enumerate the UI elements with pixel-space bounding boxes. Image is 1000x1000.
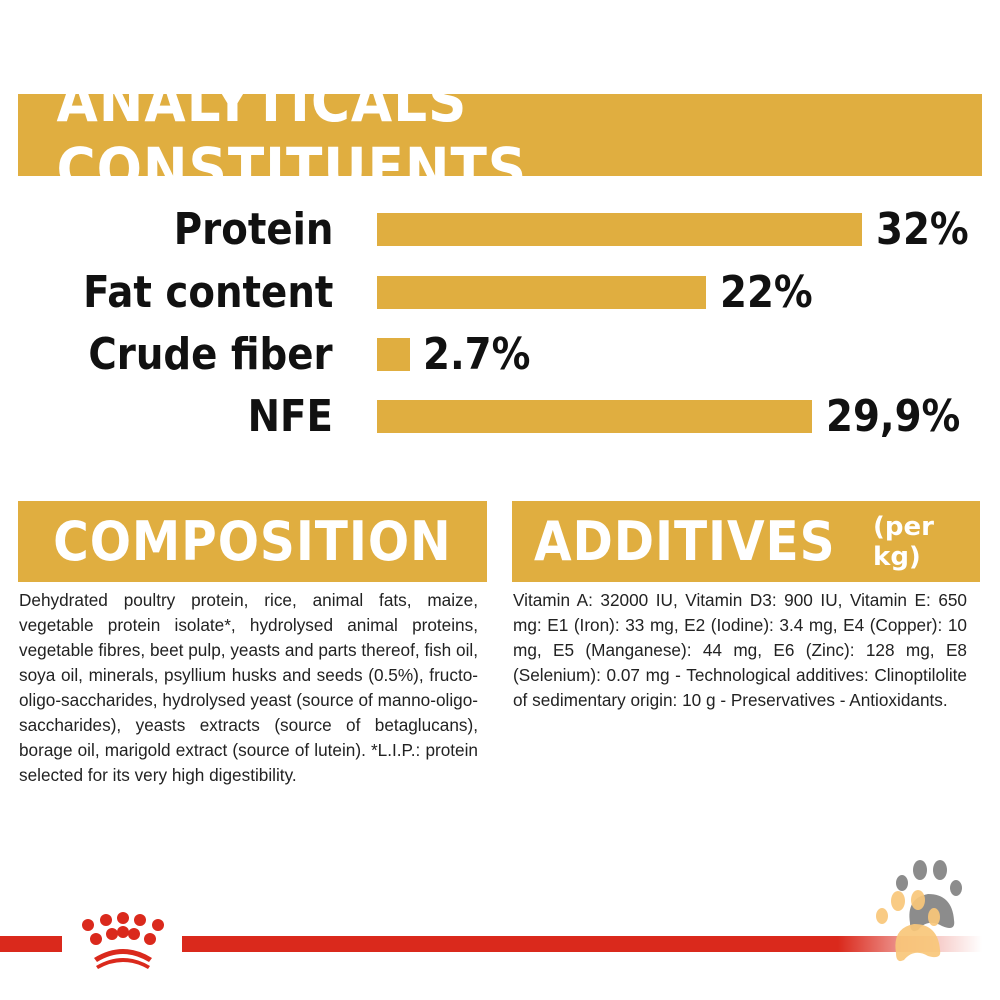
bar-crude-fiber	[377, 338, 410, 371]
bar-label: NFE	[247, 391, 333, 442]
bar-fat-content	[377, 276, 706, 309]
analytical-constituents-header: ANALYTICALS CONSTITUENTS	[18, 67, 982, 203]
bar-value: 2.7%	[423, 329, 531, 380]
additives-title: ADDITIVES	[534, 510, 836, 573]
footer-red-line-left	[0, 936, 62, 952]
composition-title: COMPOSITION	[53, 510, 452, 573]
paw-prints-icon	[876, 860, 962, 962]
additives-unit: (per kg)	[873, 511, 934, 572]
crown-icon	[82, 912, 164, 969]
chart-row-crude-fiber: Crude fiber 2.7%	[0, 324, 1000, 386]
composition-text: Dehydrated poultry protein, rice, animal…	[19, 590, 478, 785]
bar-protein	[377, 213, 862, 246]
bar-value: 29,9%	[826, 391, 961, 442]
bar-nfe	[377, 400, 812, 433]
additives-header: ADDITIVES (per kg)	[512, 501, 980, 582]
bar-label: Protein	[173, 204, 333, 255]
bar-label: Fat content	[82, 267, 333, 318]
bar-value: 32%	[876, 204, 969, 255]
analytical-constituents-title: ANALYTICALS CONSTITUENTS	[56, 67, 528, 203]
composition-header: COMPOSITION	[18, 501, 487, 582]
additives-text: Vitamin A: 32000 IU, Vitamin D3: 900 IU,…	[513, 590, 967, 710]
bar-value: 22%	[720, 267, 813, 318]
bar-label: Crude fiber	[88, 329, 333, 380]
chart-row-nfe: NFE 29,9%	[0, 386, 1000, 448]
footer-red-line	[182, 936, 982, 952]
chart-row-fat-content: Fat content 22%	[0, 262, 1000, 324]
chart-row-protein: Protein 32%	[0, 199, 1000, 261]
